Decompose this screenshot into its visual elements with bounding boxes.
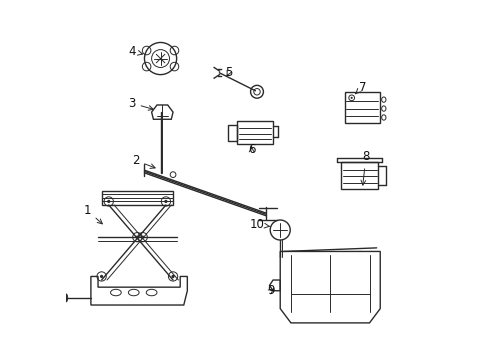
Text: 5: 5 [224,66,232,79]
Circle shape [141,235,144,239]
Text: 3: 3 [128,97,153,110]
Circle shape [164,200,167,203]
Circle shape [350,97,352,99]
Circle shape [107,200,110,203]
Circle shape [348,95,354,101]
Circle shape [171,275,174,278]
Text: 6: 6 [247,143,255,156]
Text: 10: 10 [249,218,269,231]
Text: 8: 8 [360,150,369,185]
Text: 2: 2 [132,154,155,168]
Circle shape [136,235,139,239]
Text: 4: 4 [128,45,142,58]
Circle shape [100,275,103,278]
Text: 1: 1 [83,204,102,224]
Text: 9: 9 [267,284,274,297]
Text: 7: 7 [355,81,366,94]
